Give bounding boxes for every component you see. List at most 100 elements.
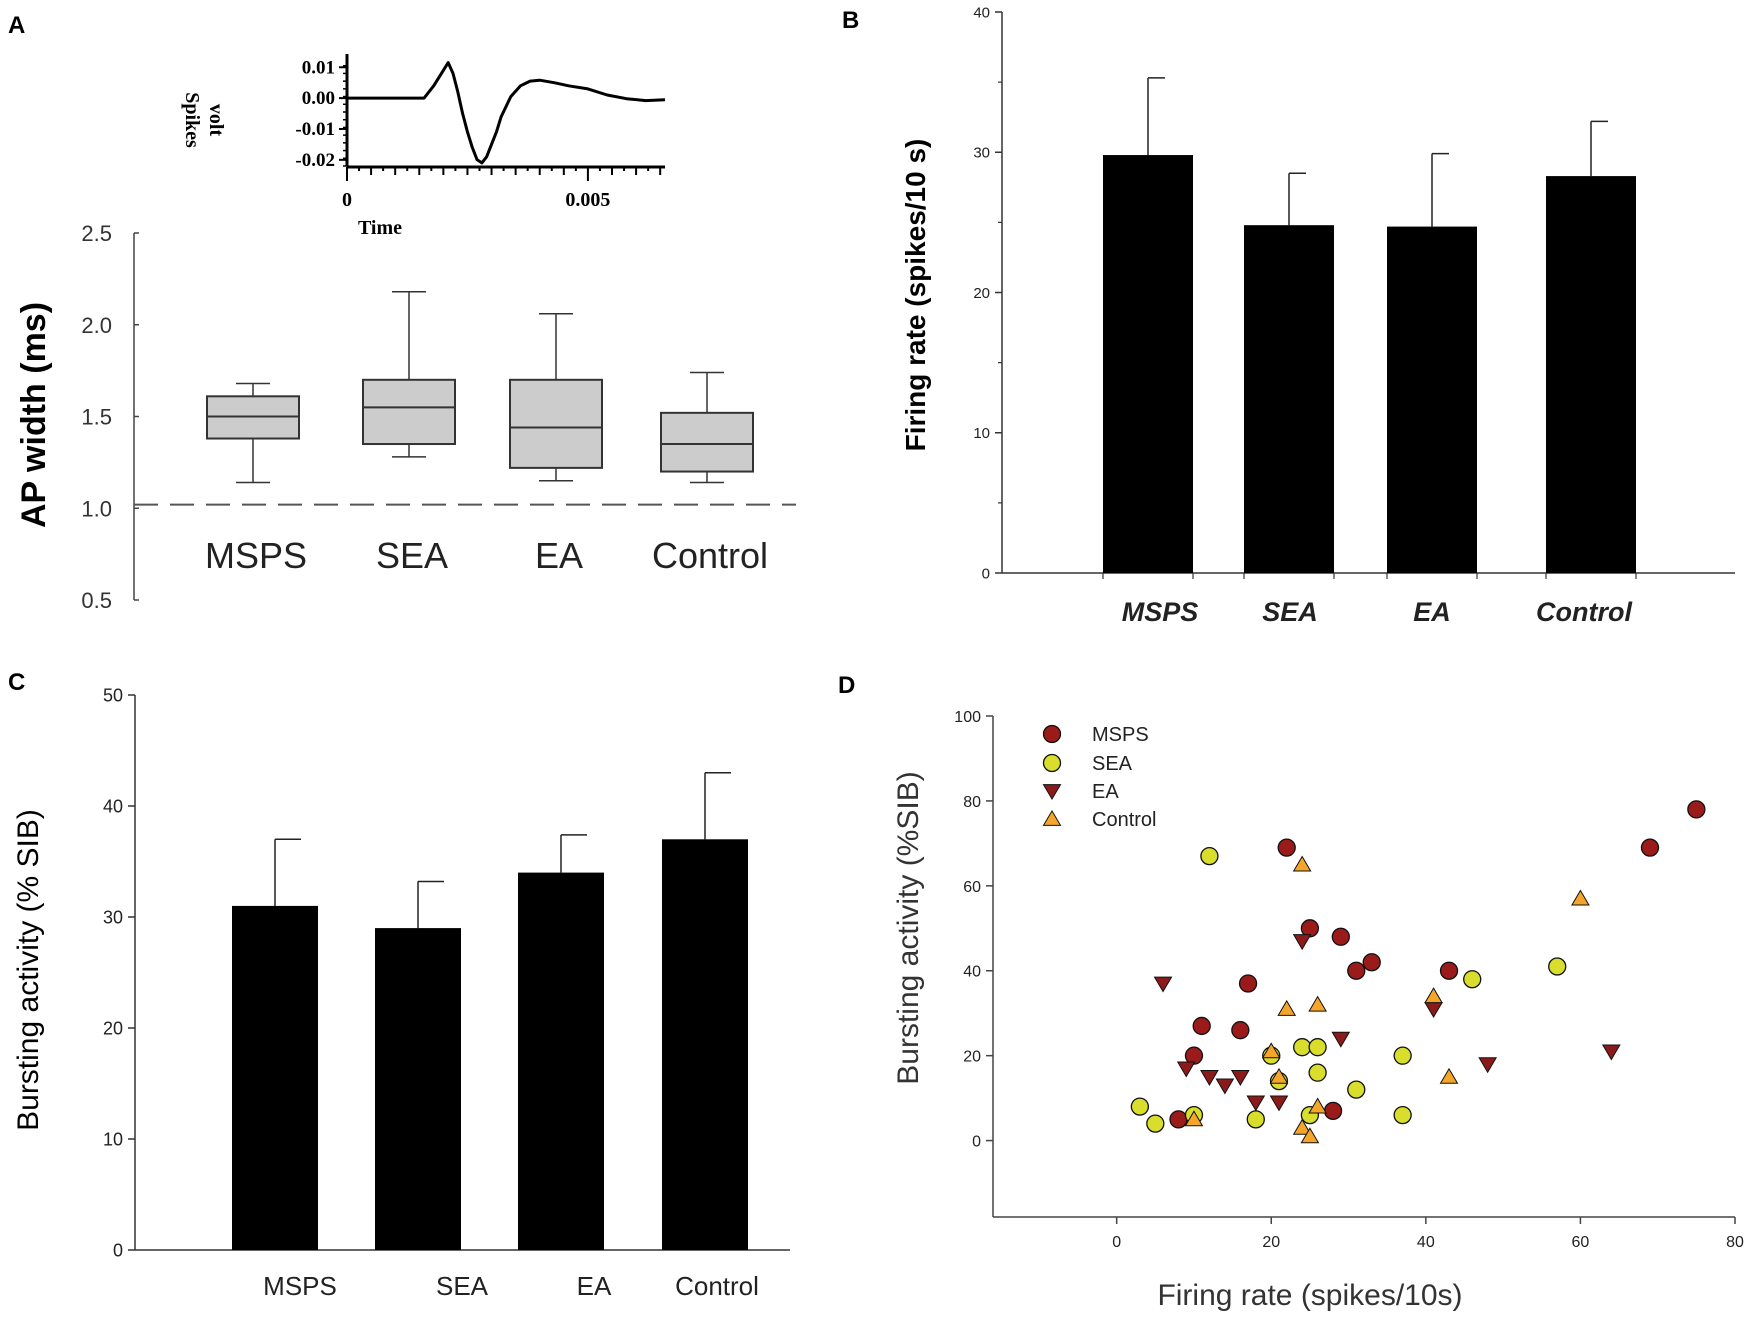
d-x-tick-label: 80 bbox=[1726, 1234, 1744, 1251]
d-point-ea bbox=[1269, 1095, 1289, 1112]
d-point-ea bbox=[1230, 1070, 1250, 1086]
d-point-sea bbox=[1347, 1080, 1366, 1099]
d-y-tick-label: 100 bbox=[954, 709, 981, 726]
d-point-ea bbox=[1246, 1095, 1266, 1112]
c-y-tick-label: 40 bbox=[103, 796, 123, 816]
d-y-tick-label: 60 bbox=[963, 879, 981, 896]
d-point-ea bbox=[1292, 934, 1312, 951]
d-legend-label: EA bbox=[1092, 781, 1119, 803]
d-y-tick-label: 80 bbox=[963, 794, 981, 811]
d-series-ea bbox=[1153, 934, 1621, 1112]
b-y-tick-label: 10 bbox=[973, 425, 990, 442]
a-box-control bbox=[660, 371, 754, 484]
d-point-ea bbox=[1176, 1061, 1196, 1078]
d-point-msps bbox=[1687, 800, 1706, 819]
d-point-ea bbox=[1331, 1031, 1351, 1048]
a-y-tick-label: 2.0 bbox=[81, 313, 112, 338]
d-point-sea bbox=[1308, 1063, 1327, 1082]
d-point-control bbox=[1308, 995, 1327, 1012]
d-x-tick-label: 20 bbox=[1262, 1234, 1280, 1251]
panel-d-scatter: 0 20 40 60 80 0 20 40 60 80 100 Firing rate (spikes… bbox=[892, 709, 1744, 1312]
d-point-sea bbox=[1130, 1097, 1150, 1116]
d-point-ea bbox=[1200, 1070, 1219, 1086]
d-point-sea bbox=[1393, 1046, 1412, 1065]
d-point-control bbox=[1269, 1067, 1289, 1084]
d-x-tick-label: 60 bbox=[1572, 1234, 1590, 1251]
d-point-control bbox=[1292, 855, 1312, 872]
a-box-rect bbox=[509, 378, 603, 469]
d-point-sea bbox=[1548, 957, 1567, 976]
d-series-msps bbox=[1169, 800, 1706, 1129]
a-category-label: EA bbox=[535, 535, 583, 576]
d-point-msps bbox=[1439, 961, 1459, 980]
d-point-msps bbox=[1238, 974, 1258, 993]
d-legend-label: MSPS bbox=[1092, 724, 1149, 746]
d-point-sea bbox=[1393, 1105, 1412, 1125]
c-ylabel: Bursting activity (% SIB) bbox=[12, 809, 45, 1131]
b-category-label: SEA bbox=[1262, 597, 1318, 627]
d-point-msps bbox=[1347, 961, 1366, 980]
d-point-ea bbox=[1478, 1057, 1498, 1074]
d-ylabel: Bursting activity (%SIB) bbox=[892, 771, 925, 1084]
panel-label-c: C bbox=[8, 669, 25, 696]
d-point-msps bbox=[1331, 927, 1350, 946]
inset-ylabel-line1: Spikes bbox=[181, 92, 203, 148]
a-y-tick-label: 2.5 bbox=[81, 221, 112, 246]
c-bar-control bbox=[662, 839, 748, 1250]
d-point-sea bbox=[1246, 1110, 1265, 1129]
b-category-label: Control bbox=[1536, 597, 1632, 627]
d-x-tick-label: 0 bbox=[1112, 1234, 1121, 1251]
d-y-tick-label: 40 bbox=[963, 964, 981, 981]
a-ylabel: AP width (ms) bbox=[15, 302, 53, 528]
d-series-sea bbox=[1130, 846, 1567, 1133]
d-point-ea bbox=[1153, 976, 1173, 993]
a-y-tick-label: 0.5 bbox=[81, 588, 112, 613]
d-point-control bbox=[1184, 1110, 1204, 1127]
d-legend: MSPS SEA EA Control bbox=[1042, 724, 1156, 831]
b-category-label: MSPS bbox=[1122, 597, 1199, 627]
a-box-sea bbox=[362, 290, 456, 458]
d-point-sea bbox=[1146, 1114, 1165, 1133]
d-point-msps bbox=[1169, 1110, 1188, 1129]
c-category-label: Control bbox=[675, 1271, 759, 1301]
d-point-msps bbox=[1640, 838, 1660, 857]
a-box-ea bbox=[509, 312, 603, 482]
inset-y-tick-label: -0.02 bbox=[295, 150, 335, 171]
d-series-control bbox=[1184, 855, 1590, 1144]
d-x-tick-label: 40 bbox=[1417, 1234, 1435, 1251]
c-category-label: MSPS bbox=[263, 1271, 337, 1301]
d-point-sea bbox=[1200, 846, 1219, 866]
d-point-msps bbox=[1277, 838, 1296, 857]
d-point-control bbox=[1439, 1067, 1459, 1084]
a-box-msps bbox=[206, 382, 300, 484]
a-category-label: MSPS bbox=[205, 535, 307, 576]
inset-y-tick-label: 0.01 bbox=[302, 57, 335, 78]
d-point-msps bbox=[1231, 1021, 1250, 1040]
c-bar-ea bbox=[518, 872, 604, 1250]
c-y-tick-label: 30 bbox=[103, 907, 123, 927]
d-point-control bbox=[1277, 999, 1297, 1016]
d-point-sea bbox=[1293, 1038, 1312, 1057]
a-box-rect bbox=[660, 411, 754, 473]
inset-waveform-line bbox=[347, 61, 666, 165]
d-legend-marker-control bbox=[1042, 809, 1062, 826]
b-bar-msps bbox=[1103, 155, 1193, 573]
inset-ylabel-line2: volt bbox=[205, 104, 227, 137]
b-category-label: EA bbox=[1413, 597, 1451, 627]
d-legend-label: Control bbox=[1092, 809, 1156, 831]
b-ylabel: Firing rate (spikes/10 s) bbox=[900, 139, 931, 452]
c-y-tick-label: 10 bbox=[103, 1129, 123, 1149]
b-bar-control bbox=[1546, 176, 1636, 573]
c-bar-sea bbox=[375, 928, 461, 1250]
d-point-sea bbox=[1308, 1038, 1327, 1057]
d-point-ea bbox=[1215, 1078, 1235, 1095]
d-xlabel: Firing rate (spikes/10s) bbox=[1157, 1279, 1462, 1312]
panel-label-a: A bbox=[8, 12, 25, 39]
b-bar-ea bbox=[1387, 226, 1477, 573]
b-y-tick-label: 40 bbox=[973, 4, 990, 21]
a-category-label: Control bbox=[652, 535, 768, 576]
b-y-tick-label: 30 bbox=[973, 145, 990, 162]
a-box-rect bbox=[362, 378, 456, 446]
d-y-tick-label: 20 bbox=[963, 1049, 981, 1066]
d-legend-marker-sea bbox=[1042, 753, 1062, 773]
